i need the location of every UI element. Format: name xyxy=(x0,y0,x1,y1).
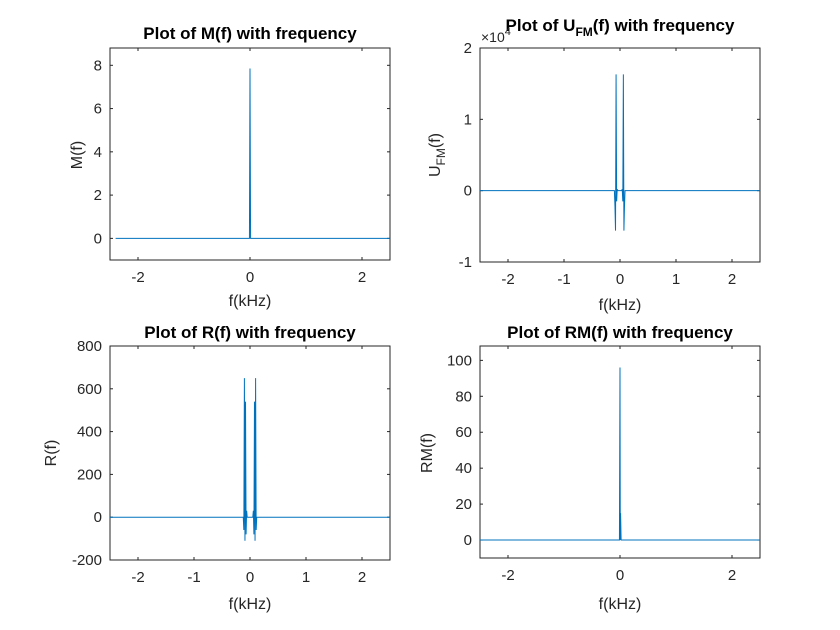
y-tick-label: 80 xyxy=(455,388,472,405)
x-tick-label: -1 xyxy=(557,271,570,288)
x-tick-label: 0 xyxy=(616,567,624,584)
series-line xyxy=(480,367,760,541)
y-tick-label: -1 xyxy=(459,254,472,271)
y-tick-label: 60 xyxy=(455,424,472,441)
x-tick-label: 2 xyxy=(728,567,736,584)
series-line xyxy=(480,74,760,231)
y-tick-label: 2 xyxy=(94,187,102,204)
y-tick-label: 0 xyxy=(94,509,102,526)
x-tick-label: 1 xyxy=(302,569,310,586)
subplot-rm-f: Plot of RM(f) with frequency f(kHz) RM(f… xyxy=(419,323,761,613)
title-main: Plot of U xyxy=(506,16,576,35)
y-tick-label: 0 xyxy=(94,230,102,247)
y-tick-label: 4 xyxy=(94,144,102,161)
y-tick-label: 20 xyxy=(455,496,472,513)
x-tick-label: -2 xyxy=(131,269,144,286)
y-tick-label: 100 xyxy=(447,352,472,369)
x-tick-label: 2 xyxy=(358,269,366,286)
subplot-title: Plot of RM(f) with frequency xyxy=(507,323,733,342)
subplot-r-f: Plot of R(f) with frequency f(kHz) R(f) … xyxy=(43,323,391,613)
subplot-ufm-f: Plot of UFM(f) with frequency ×104 f(kHz… xyxy=(427,16,761,314)
x-tick-label: 0 xyxy=(246,269,254,286)
y-axis-label: M(f) xyxy=(69,141,86,169)
y-exponent-label: ×104 xyxy=(481,26,511,45)
x-tick-label: 2 xyxy=(358,569,366,586)
x-tick-label: 0 xyxy=(616,271,624,288)
x-axis-label: f(kHz) xyxy=(599,596,642,613)
y-tick-label: 0 xyxy=(464,532,472,549)
x-tick-label: -2 xyxy=(131,569,144,586)
title-subscript: FM xyxy=(575,25,592,39)
y-tick-label: 6 xyxy=(94,101,102,118)
title-rest: (f) with frequency xyxy=(593,16,735,35)
x-tick-label: 1 xyxy=(672,271,680,288)
x-axis-label: f(kHz) xyxy=(599,297,642,314)
y-tick-label: 200 xyxy=(77,466,102,483)
y-tick-label: 400 xyxy=(77,424,102,441)
y-tick-label: 1 xyxy=(464,111,472,128)
y-tick-label: 600 xyxy=(77,381,102,398)
y-exponent-power: 4 xyxy=(505,26,511,38)
axes-box xyxy=(109,345,391,561)
x-tick-label: 2 xyxy=(728,271,736,288)
subplot-title: Plot of M(f) with frequency xyxy=(143,24,357,43)
y-tick-label: 8 xyxy=(94,57,102,74)
x-axis-label: f(kHz) xyxy=(229,293,272,310)
y-tick-label: 800 xyxy=(77,338,102,355)
y-tick-label: 2 xyxy=(464,40,472,57)
x-tick-label: -1 xyxy=(187,569,200,586)
x-axis-label: f(kHz) xyxy=(229,596,272,613)
y-axis-label: RM(f) xyxy=(419,433,436,473)
x-tick-label: -2 xyxy=(501,271,514,288)
ylabel-main: U xyxy=(427,165,444,177)
y-axis-label: UFM(f) xyxy=(427,133,448,177)
x-tick-label: 0 xyxy=(246,569,254,586)
x-tick-label: -2 xyxy=(501,567,514,584)
subplot-m-f: Plot of M(f) with frequency f(kHz) M(f) … xyxy=(69,24,391,310)
y-exponent-base: ×10 xyxy=(481,29,505,45)
axes-box xyxy=(479,47,761,263)
y-tick-label: 40 xyxy=(455,460,472,477)
subplot-title: Plot of R(f) with frequency xyxy=(144,323,356,342)
series-line xyxy=(115,68,390,239)
y-axis-label: R(f) xyxy=(43,440,60,467)
series-line xyxy=(110,378,390,541)
subplot-title: Plot of UFM(f) with frequency xyxy=(506,16,735,39)
ylabel-subscript: FM xyxy=(434,148,448,165)
y-tick-label: 0 xyxy=(464,183,472,200)
y-tick-label: -200 xyxy=(72,552,102,569)
ylabel-rest: (f) xyxy=(427,133,444,148)
